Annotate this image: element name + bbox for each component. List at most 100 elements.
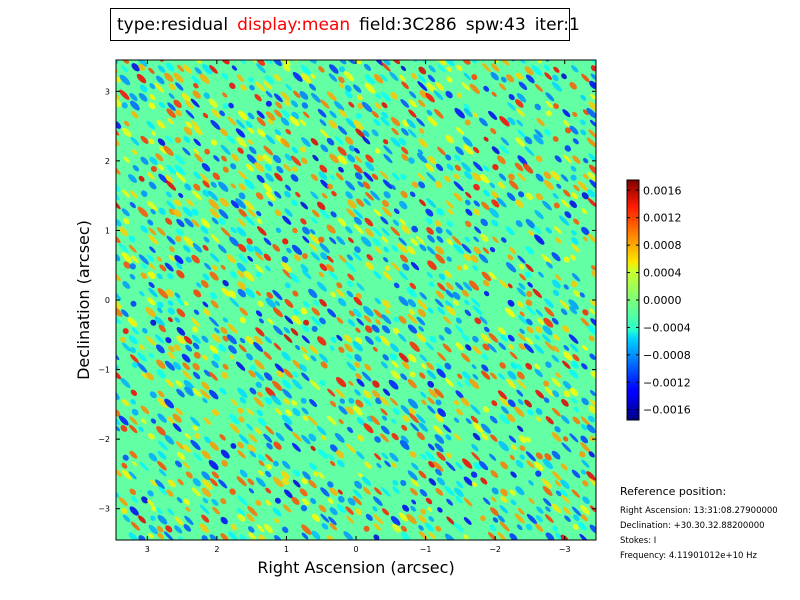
heatmap-cell [101, 135, 114, 148]
heatmap-cell [455, 390, 464, 399]
heatmap-cell [263, 433, 273, 443]
heatmap-cell [399, 45, 408, 54]
heatmap-cell [525, 436, 531, 443]
heatmap-cell [202, 64, 213, 75]
heatmap-cell [103, 102, 110, 109]
heatmap-cell [173, 361, 182, 370]
heatmap-cell [301, 137, 311, 147]
heatmap-cell [104, 334, 113, 343]
heatmap-cell [200, 389, 211, 400]
heatmap-cell [490, 470, 499, 479]
heatmap-cell [336, 317, 344, 324]
heatmap-cell [599, 398, 607, 406]
heatmap-cell [156, 425, 166, 436]
heatmap-cell [416, 414, 426, 424]
heatmap-cell [569, 82, 577, 90]
heatmap-cell [193, 309, 200, 315]
heatmap-cell [181, 92, 191, 102]
heatmap-cell [353, 216, 362, 225]
heatmap-cell [506, 378, 516, 389]
heatmap-cell [274, 363, 284, 373]
heatmap-cell [103, 198, 111, 206]
heatmap-cell [355, 327, 361, 333]
heatmap-cell [121, 469, 132, 480]
heatmap-cell [379, 433, 389, 443]
y-tick-label: −2 [98, 435, 110, 444]
heatmap-cell [491, 190, 500, 199]
heatmap-cell [167, 351, 175, 360]
heatmap-cell [123, 543, 132, 552]
heatmap-cell [391, 432, 399, 441]
heatmap-cell [175, 109, 183, 117]
heatmap-cell [544, 341, 555, 352]
heatmap-cell [597, 322, 609, 334]
heatmap-cell [352, 405, 363, 416]
heatmap-cell [406, 118, 416, 129]
heatmap-cell [428, 65, 436, 73]
heatmap-cell [364, 461, 372, 469]
heatmap-cell [186, 198, 194, 207]
heatmap-cell [370, 415, 381, 426]
heatmap-cell [217, 244, 227, 254]
heatmap-cell [184, 515, 194, 526]
heatmap-cell [265, 46, 275, 56]
heatmap-cell [128, 532, 138, 540]
heatmap-cell [285, 83, 293, 91]
heatmap-cell [175, 407, 183, 416]
heatmap-cell [282, 47, 291, 56]
heatmap-cell [563, 154, 572, 164]
heatmap-cell [210, 181, 217, 188]
heatmap-cell [571, 397, 578, 404]
heatmap-cell [425, 341, 434, 351]
heatmap-cell [375, 93, 382, 100]
heatmap-cell [255, 499, 262, 506]
heatmap-cell [237, 218, 247, 228]
heatmap-cell [148, 262, 156, 270]
heatmap-cell [121, 398, 130, 407]
heatmap-cell [330, 291, 336, 298]
heatmap-cell [382, 354, 389, 361]
heatmap-cell [381, 199, 390, 208]
heatmap-cell [354, 172, 363, 180]
heatmap-cell [426, 198, 437, 208]
heatmap-cell [265, 425, 275, 435]
heatmap-cell [481, 370, 491, 380]
heatmap-cell [409, 341, 420, 352]
heatmap-cell [218, 218, 226, 225]
heatmap-cell [337, 217, 347, 227]
heatmap-cell [244, 215, 255, 226]
heatmap-cell [562, 360, 571, 369]
heatmap-cell [531, 65, 543, 76]
heatmap-cell [579, 292, 585, 298]
heatmap-cell [176, 64, 185, 73]
heatmap-cell [419, 372, 426, 379]
heatmap-cell [201, 514, 210, 523]
heatmap-cell [507, 254, 514, 261]
heatmap-cell [265, 173, 274, 182]
heatmap-cell [470, 254, 479, 263]
heatmap-cell [380, 46, 393, 59]
heatmap-cell [482, 406, 490, 413]
heatmap-cell [145, 307, 156, 318]
heatmap-cell [426, 172, 436, 182]
heatmap-cell [281, 256, 289, 263]
heatmap-cell [210, 233, 221, 244]
heatmap-cell [275, 432, 285, 442]
heatmap-cell [464, 199, 471, 206]
heatmap-cell [457, 373, 463, 379]
heatmap-cell [168, 83, 176, 91]
heatmap-cell [446, 220, 454, 228]
heatmap-cell [595, 134, 607, 146]
heatmap-cell [209, 271, 219, 281]
heatmap-cell [300, 397, 307, 404]
heatmap-cell [446, 66, 452, 72]
heatmap-cell [158, 440, 168, 451]
heatmap-cell [192, 478, 201, 487]
heatmap-cell [262, 60, 273, 64]
heatmap-cell [437, 64, 446, 73]
heatmap-cell [165, 174, 174, 183]
heatmap-cell [352, 45, 364, 57]
heatmap-cell [182, 370, 192, 380]
heatmap-cell [437, 408, 446, 417]
heatmap-cell [552, 390, 560, 398]
